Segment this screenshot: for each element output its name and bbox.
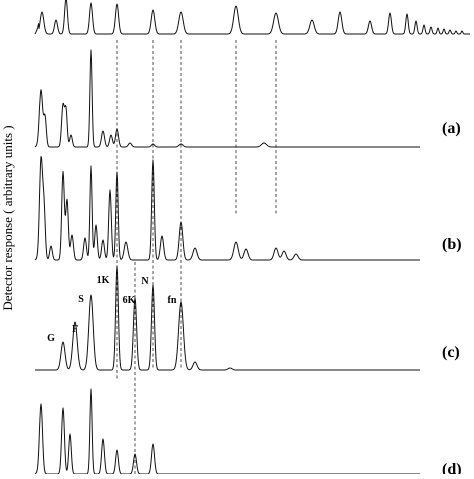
peak-label-6k: 6K	[123, 295, 136, 306]
trace-4	[34, 388, 420, 475]
trace-0	[34, 0, 470, 35]
guide-lines	[116, 40, 277, 474]
traces	[34, 0, 470, 475]
panel-label-2: (b)	[442, 236, 462, 253]
peak-labels: G F S 1K 6K Nfn	[47, 275, 177, 344]
peak-label-g: G	[47, 333, 55, 344]
peak-label-1k: 1K	[97, 275, 110, 286]
panel-labels: (a) (b) (c) (d)	[442, 120, 462, 478]
trace-1	[34, 49, 420, 148]
y-axis-label: Detector response ( arbitrary units )	[0, 125, 15, 310]
peak-label-f: F	[72, 324, 78, 335]
panel-label-1: (a)	[442, 120, 461, 137]
panel-label-4: (d)	[442, 461, 462, 474]
peak-label-s: S	[78, 294, 84, 305]
peak-label-n: N	[141, 276, 149, 287]
trace-3	[35, 265, 420, 371]
trace-2	[34, 156, 420, 261]
panel-label-3: (c)	[442, 344, 460, 361]
peak-label-fn: fn	[168, 295, 177, 306]
